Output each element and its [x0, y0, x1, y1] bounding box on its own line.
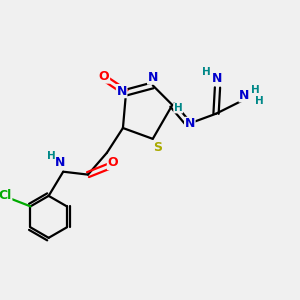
Text: H: H — [251, 85, 260, 94]
Text: N: N — [184, 117, 195, 130]
Text: H: H — [174, 103, 182, 113]
Text: N: N — [212, 72, 222, 85]
Text: S: S — [153, 140, 162, 154]
Text: O: O — [99, 70, 110, 83]
Text: N: N — [148, 71, 158, 84]
Text: H: H — [202, 67, 211, 77]
Text: H: H — [255, 96, 264, 106]
Text: Cl: Cl — [0, 189, 12, 202]
Text: O: O — [107, 157, 118, 169]
Text: N: N — [239, 89, 250, 102]
Text: H: H — [46, 151, 56, 161]
Text: N: N — [55, 157, 65, 169]
Text: N: N — [116, 85, 127, 98]
